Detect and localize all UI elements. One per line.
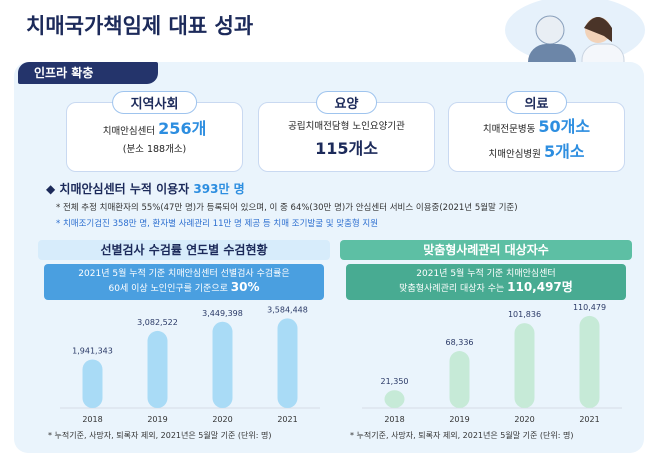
box-highlight: 256개	[158, 119, 207, 138]
box-title: 의료	[505, 91, 568, 114]
bullet-highlight: 393만 명	[193, 182, 245, 196]
value-label: 110,479	[573, 303, 606, 312]
page-title: 치매국가책임제 대표 성과	[26, 14, 254, 38]
bullet-text: 치매안심센터 누적 이용자	[59, 182, 194, 196]
box-line: 115개소	[259, 139, 434, 162]
box-text: 치매안심센터	[102, 126, 159, 137]
subtitle-line: 맞춤형사례관리 대상자 수는	[399, 284, 508, 294]
chart-title: 맞춤형사례관리 대상자수	[340, 240, 632, 260]
bullet: ◆ 치매안심센터 누적 이용자 393만 명	[46, 182, 245, 196]
box-title: 요양	[315, 91, 378, 114]
value-label: 3,584,448	[267, 305, 308, 314]
stat-box: 지역사회 치매안심센터 256개 (분소 188개소)	[66, 91, 243, 172]
bar	[212, 321, 233, 408]
plot: 21,350 2018 68,336 2019 101,836 2020 110,479 20…	[362, 303, 622, 424]
footnote: * 누적기준, 사망자, 퇴록자 제외, 2021년은 5월말 기준 (단위: …	[350, 431, 574, 440]
x-tick-label: 2019	[147, 415, 167, 424]
stat-box: 의료 치매전문병동 50개소 치매안심병원 5개소	[448, 91, 625, 172]
x-tick-label: 2020	[514, 415, 534, 424]
box-text: 치매전문병동	[482, 124, 539, 135]
box-text: (분소 188개소)	[122, 144, 187, 155]
bar	[384, 390, 405, 408]
subtitle-line: 60세 이상 노인인구를 기준으로	[108, 284, 231, 294]
x-tick-label: 2021	[277, 415, 297, 424]
bar	[277, 318, 298, 408]
value-label: 101,836	[508, 310, 541, 319]
subtitle-line: 2021년 5월 누적 기준 치매안심센터	[416, 269, 556, 279]
value-label: 3,449,398	[202, 309, 243, 318]
bar	[449, 351, 470, 408]
x-tick-label: 2018	[82, 415, 102, 424]
x-tick-label: 2018	[384, 415, 404, 424]
note: * 전체 추정 치매환자의 55%(47만 명)가 등록되어 있으며, 이 중 …	[56, 203, 518, 213]
chart-subtitle: 2021년 5월 누적 기준 치매안심센터 선별검사 수검률은 60세 이상 노인…	[44, 264, 324, 300]
bar	[147, 330, 168, 408]
box-highlight: 5개소	[543, 142, 585, 161]
subtitle-highlight: 110,497명	[507, 280, 573, 294]
box-line: 치매안심센터 256개	[67, 119, 242, 142]
value-label: 1,941,343	[72, 346, 113, 355]
subtitle-line: 2021년 5월 누적 기준 치매안심센터 선별검사 수검률은	[78, 269, 290, 279]
x-tick-label: 2021	[579, 415, 599, 424]
section-tag: 인프라 확충	[18, 62, 158, 84]
value-label: 68,336	[446, 338, 474, 347]
box-highlight: 50개소	[538, 117, 591, 136]
subtitle-highlight: 30%	[230, 280, 260, 294]
value-label: 3,082,522	[137, 318, 178, 327]
box-highlight: 115개소	[315, 139, 378, 158]
bar	[82, 359, 103, 408]
box-title: 지역사회	[111, 91, 198, 114]
box-line: 치매안심병원 5개소	[449, 142, 624, 165]
chart-title: 선별검사 수검률 연도별 수검현황	[38, 240, 330, 260]
plot: 1,941,343 2018 3,082,522 2019 3,449,398 2020 3…	[60, 305, 320, 424]
bar	[579, 315, 600, 408]
chart: 선별검사 수검률 연도별 수검현황 2021년 5월 누적 기준 치매안심센터 …	[38, 240, 330, 448]
box-line: 치매전문병동 50개소	[449, 117, 624, 140]
bar	[514, 323, 535, 408]
box-line: 공립치매전담형 노인요양기관	[259, 117, 434, 137]
box-text: 치매안심병원	[488, 149, 544, 160]
value-label: 21,350	[381, 377, 409, 386]
box-line: (분소 188개소)	[67, 144, 242, 156]
stat-box: 요양 공립치매전담형 노인요양기관 115개소	[258, 91, 435, 172]
x-tick-label: 2019	[449, 415, 469, 424]
x-tick-label: 2020	[212, 415, 232, 424]
footnote: * 누적기준, 사망자, 퇴록자 제외, 2021년은 5월말 기준 (단위: …	[48, 431, 272, 440]
box-text: 공립치매전담형 노인요양기관	[288, 121, 405, 132]
note: * 치매조기검진 358만 명, 환자별 사례관리 11만 명 제공 등 치매 …	[56, 219, 379, 229]
